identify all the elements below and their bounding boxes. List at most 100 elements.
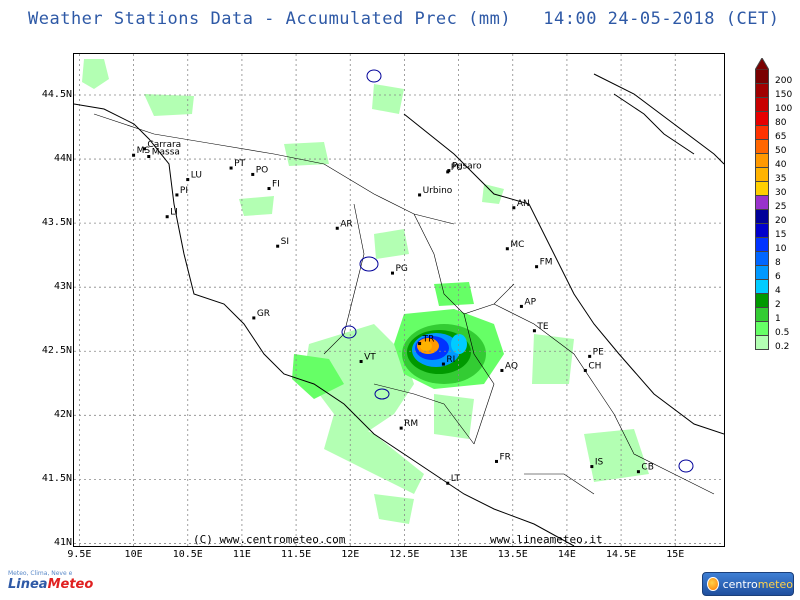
- colorbar-label: 30: [775, 188, 786, 198]
- colorbar-swatch: [755, 224, 769, 238]
- city-label: AR: [340, 219, 352, 229]
- colorbar-label: 4: [775, 286, 781, 296]
- city-marker: [446, 482, 449, 485]
- city-label: FM: [540, 258, 553, 268]
- precipitation-colorbar: [755, 70, 769, 350]
- city-marker: [391, 272, 394, 275]
- city-marker: [175, 193, 178, 196]
- credit-lineameteo: www.lineameteo.it: [490, 533, 603, 546]
- city-marker: [252, 316, 255, 319]
- precipitation-map[interactable]: MS Carrara Massa LU PT PO FI PI LI SI AR PU Pesaro Ur…: [73, 53, 725, 547]
- colorbar-label: 6: [775, 272, 781, 282]
- city-marker: [590, 465, 593, 468]
- longitude-label: 9.5E: [59, 549, 99, 560]
- city-marker: [442, 363, 445, 366]
- latitude-label: 41.5N: [32, 473, 72, 484]
- longitude-label: 11E: [222, 549, 262, 560]
- latitude-label: 43N: [32, 281, 72, 292]
- colorbar-label: 50: [775, 146, 786, 156]
- city-label: Massa: [152, 148, 180, 158]
- city-marker: [360, 360, 363, 363]
- colorbar-label: 100: [775, 104, 792, 114]
- city-label: PT: [234, 159, 245, 169]
- city-marker: [230, 167, 233, 170]
- city-label: Pesaro: [452, 162, 482, 172]
- latitude-label: 44.5N: [32, 89, 72, 100]
- centrometeo-logo-text: centrometeo: [723, 578, 793, 591]
- colorbar-swatch: [755, 336, 769, 350]
- city-label: TR: [422, 335, 435, 345]
- colorbar-swatch: [755, 322, 769, 336]
- city-label: AQ: [505, 361, 518, 371]
- colorbar-label: 0.2: [775, 342, 789, 352]
- city-marker: [588, 355, 591, 358]
- colorbar-swatch: [755, 154, 769, 168]
- city-marker: [336, 227, 339, 230]
- colorbar-swatch: [755, 294, 769, 308]
- longitude-label: 15E: [655, 549, 695, 560]
- city-label: AP: [524, 297, 536, 307]
- colorbar-swatch: [755, 98, 769, 112]
- city-label: LI: [170, 208, 178, 218]
- centrometeo-logo-b: meteo: [758, 578, 793, 591]
- longitude-label: 13.5E: [493, 549, 533, 560]
- city-marker: [495, 460, 498, 463]
- colorbar-label: 1: [775, 314, 781, 324]
- lineameteo-logo-text: LineaMeteo: [8, 577, 98, 592]
- city-label: VT: [364, 353, 376, 363]
- latitude-label: 42N: [32, 409, 72, 420]
- precip-light-areas: [82, 59, 649, 524]
- city-marker: [147, 155, 150, 158]
- latitude-label: 41N: [32, 537, 72, 548]
- city-label: PO: [256, 165, 269, 175]
- colorbar-label: 150: [775, 90, 792, 100]
- city-marker: [268, 187, 271, 190]
- city-label: IS: [595, 458, 604, 468]
- lineameteo-logo-b: Meteo: [48, 577, 94, 592]
- city-label: GR: [257, 309, 270, 319]
- city-marker: [400, 427, 403, 430]
- city-marker: [535, 265, 538, 268]
- latitude-label: 42.5N: [32, 345, 72, 356]
- precip-heavy-core: [402, 324, 486, 384]
- city-label: SI: [281, 237, 289, 247]
- colorbar-label: 35: [775, 174, 786, 184]
- colorbar-swatch: [755, 140, 769, 154]
- lineameteo-logo-a: Linea: [8, 577, 48, 592]
- city-label: FR: [500, 452, 511, 462]
- city-label: CB: [641, 463, 653, 473]
- colorbar-swatch: [755, 84, 769, 98]
- city-marker: [251, 173, 254, 176]
- centrometeo-logo: centrometeo: [702, 572, 794, 596]
- colorbar-label: 15: [775, 230, 786, 240]
- city-marker: [418, 342, 421, 345]
- colorbar-label: 2: [775, 300, 781, 310]
- city-marker: [418, 193, 421, 196]
- colorbar-label: 40: [775, 160, 786, 170]
- longitude-label: 11.5E: [276, 549, 316, 560]
- city-label: LU: [191, 171, 202, 181]
- city-label: RM: [404, 419, 418, 429]
- longitude-label: 10.5E: [168, 549, 208, 560]
- city-marker: [637, 470, 640, 473]
- colorbar-swatch: [755, 196, 769, 210]
- centrometeo-logo-icon: [707, 577, 719, 591]
- city-marker: [506, 247, 509, 250]
- city-marker: [533, 329, 536, 332]
- longitude-label: 14E: [547, 549, 587, 560]
- colorbar-swatch: [755, 70, 769, 84]
- lineameteo-logo-tagline: Meteo, Clima, Neve e: [8, 570, 98, 577]
- city-label: PE: [593, 347, 604, 357]
- lineameteo-logo: Meteo, Clima, Neve e LineaMeteo: [8, 570, 98, 598]
- city-marker: [166, 215, 169, 218]
- longitude-label: 12.5E: [384, 549, 424, 560]
- city-label: CH: [588, 361, 601, 371]
- city-label: RI: [446, 355, 455, 365]
- city-label: PI: [180, 186, 188, 196]
- city-marker: [276, 245, 279, 248]
- colorbar-swatch: [755, 168, 769, 182]
- credit-centrometeo: (C) www.centrometeo.com: [193, 533, 345, 546]
- colorbar-top-arrow: [755, 58, 769, 70]
